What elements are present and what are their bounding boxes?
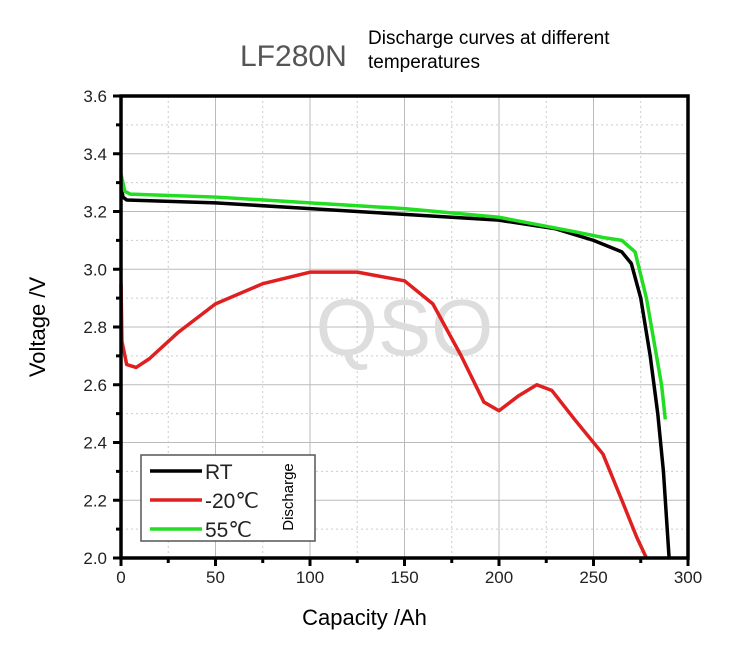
y-tick-label: 3.6 <box>83 87 107 106</box>
y-tick-label: 2.6 <box>83 376 107 395</box>
x-tick-label: 50 <box>206 568 225 587</box>
legend-label: 55℃ <box>205 519 252 542</box>
chart-title: LF280N <box>240 40 347 73</box>
series-line-RT <box>119 182 671 559</box>
y-tick-label: 2.2 <box>83 491 107 510</box>
x-tick-label: 200 <box>485 568 513 587</box>
y-tick-label: 3.4 <box>83 145 107 164</box>
x-tick-label: 0 <box>116 568 125 587</box>
series-line-20 <box>119 270 649 559</box>
y-tick-label: 2.8 <box>83 318 107 337</box>
x-axis-label: Capacity /Ah <box>302 605 427 630</box>
y-tick-label: 3.0 <box>83 260 107 279</box>
legend-label: RT <box>205 461 233 484</box>
chart-subtitle: Discharge curves at different temperatur… <box>368 28 610 73</box>
x-tick-label: 100 <box>296 568 324 587</box>
y-tick-label: 2.4 <box>83 434 107 453</box>
series-line-55 <box>119 173 668 420</box>
x-tick-label: 150 <box>390 568 418 587</box>
y-axis-label: Voltage /V <box>25 277 50 378</box>
watermark: QSO <box>316 283 494 372</box>
y-tick-label: 3.2 <box>83 203 107 222</box>
legend-title: Discharge <box>280 463 297 531</box>
x-tick-label: 300 <box>674 568 702 587</box>
x-tick-label: 250 <box>579 568 607 587</box>
legend-label: -20℃ <box>205 490 259 513</box>
y-tick-label: 2.0 <box>83 549 107 568</box>
